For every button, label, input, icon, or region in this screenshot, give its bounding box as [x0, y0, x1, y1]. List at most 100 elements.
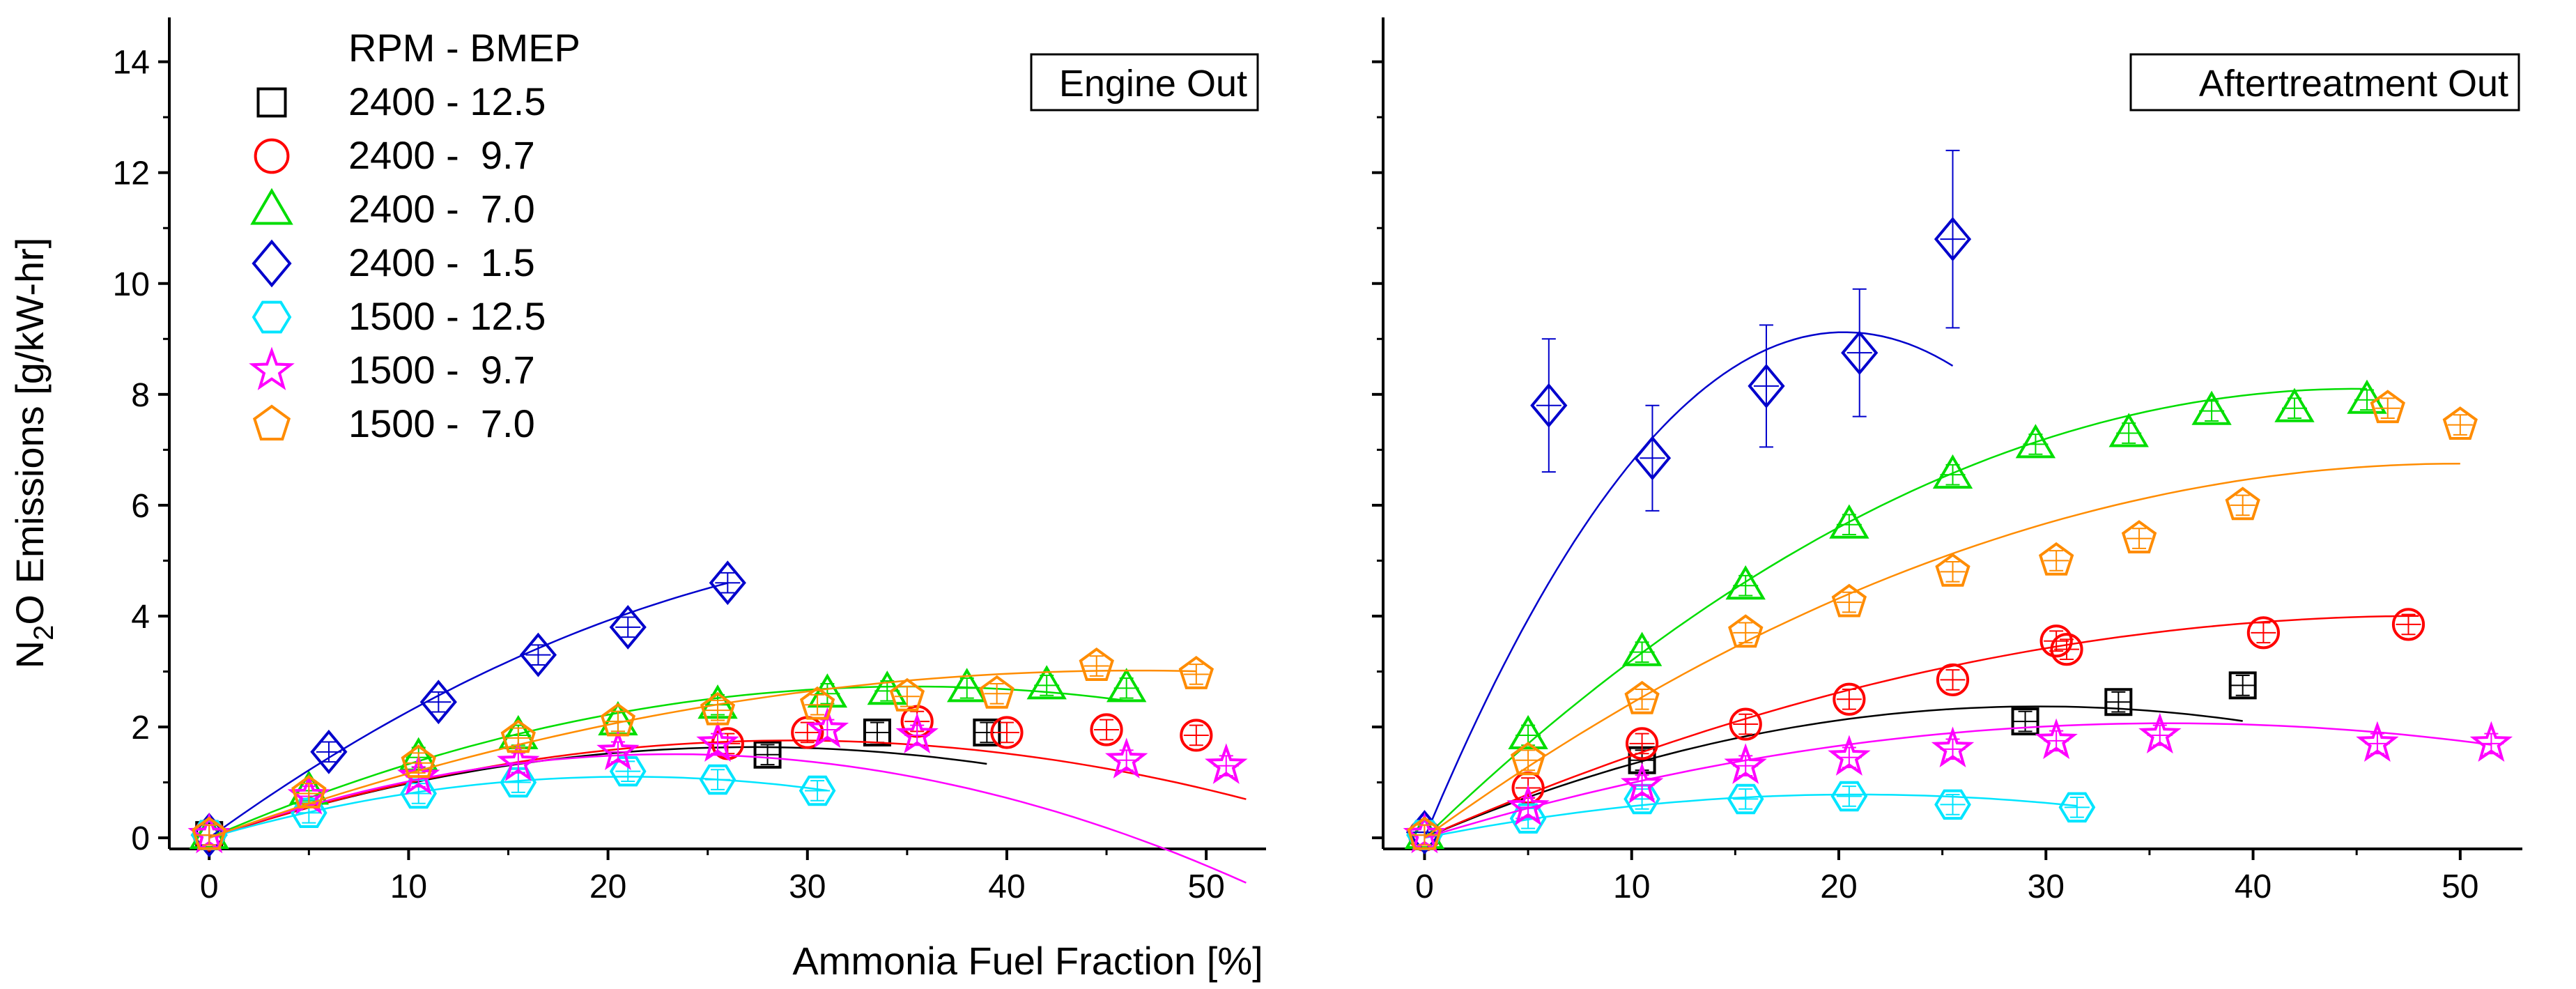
y-tick-label: 2 [131, 710, 150, 746]
series-0 [1424, 671, 2257, 839]
data-point [1090, 713, 1123, 746]
x-tick-label: 30 [2028, 868, 2065, 905]
y-tick-label: 0 [131, 820, 150, 857]
x-tick-label: 20 [1820, 868, 1857, 905]
x-tick-label: 10 [390, 868, 427, 905]
series-4 [1406, 781, 2096, 850]
x-tick-label: 0 [200, 868, 219, 905]
data-point [1727, 783, 1764, 815]
data-point [291, 775, 327, 808]
data-point [2104, 688, 2133, 716]
data-point [609, 604, 647, 650]
x-tick-label: 30 [789, 868, 826, 905]
panel-engine-out: 0 10 20 30 40 50 0 2 4 6 8 10 12 14 Engine Out [113, 17, 1266, 905]
series-2 [1404, 379, 2387, 850]
legend-marker [249, 346, 295, 390]
panel-title-box [1030, 53, 1259, 112]
legend-label: 1500 - 9.7 [348, 348, 535, 392]
data-point [1934, 217, 1972, 262]
data-point [2347, 379, 2387, 414]
data-point [2356, 721, 2399, 762]
panel-title: Aftertreatment Out [2199, 63, 2508, 105]
x-axis-title: Ammonia Fuel Fraction [%] [792, 939, 1263, 983]
legend-label: 2400 - 9.7 [348, 133, 535, 177]
data-point [696, 721, 739, 762]
data-point [979, 675, 1015, 709]
y-tick-label: 6 [131, 488, 150, 525]
data-point [863, 718, 891, 746]
data-point [2038, 542, 2074, 576]
data-point [2138, 712, 2182, 754]
y-tick-label: 14 [113, 45, 150, 82]
legend-marker [252, 300, 292, 334]
x-tick-label: 50 [2442, 868, 2478, 905]
data-point [805, 707, 849, 749]
series-3 [1405, 149, 1972, 855]
y-tick-label: 10 [113, 266, 150, 303]
data-point [753, 740, 782, 769]
fit-line [1424, 705, 2243, 839]
data-point [990, 716, 1024, 749]
data-point [2058, 792, 2096, 823]
data-point [497, 740, 540, 781]
data-point [2246, 616, 2281, 650]
data-point [1936, 663, 1970, 697]
panel-title-box [2129, 53, 2520, 112]
data-point [1624, 680, 1660, 714]
data-point [1180, 719, 1213, 752]
x-tick-label: 0 [1415, 868, 1434, 905]
data-point [1934, 789, 1971, 820]
data-point [947, 668, 987, 703]
data-point [1725, 565, 1766, 600]
data-point [1935, 553, 1970, 587]
fit-line [208, 753, 1247, 884]
data-point [2391, 608, 2425, 641]
legend-label: 2400 - 12.5 [348, 79, 546, 123]
legend-marker [252, 239, 292, 288]
data-point [2039, 624, 2073, 658]
legend-label: 2400 - 7.0 [348, 187, 535, 231]
data-point [1106, 668, 1147, 703]
data-point [1407, 816, 1442, 850]
fit-line [1424, 462, 2460, 839]
data-point [609, 756, 647, 787]
fit-line [1424, 722, 2492, 839]
fit-line [1424, 615, 2419, 839]
legend-marker [252, 404, 291, 440]
data-point [1620, 762, 1664, 804]
data-point [1748, 363, 1785, 408]
data-point [1104, 737, 1148, 779]
data-point [2108, 413, 2149, 447]
data-point [807, 673, 848, 708]
panel-aftertreatment-out: 0 10 20 30 40 50 Aftertreatment Out [1372, 17, 2522, 905]
legend-title: RPM - BMEP [348, 26, 580, 70]
series-4 [190, 756, 836, 850]
x-tick-label: 40 [2235, 868, 2272, 905]
y-axis-title: N2O Emissions [g/kW-hr] [8, 238, 59, 669]
data-point [1728, 614, 1764, 648]
data-point [1841, 330, 1879, 376]
data-point [500, 719, 536, 753]
data-point [1509, 803, 1547, 834]
data-point [1625, 727, 1659, 760]
data-point [419, 680, 457, 725]
legend-label: 2400 - 1.5 [348, 240, 535, 284]
data-point [600, 703, 636, 737]
data-point [1026, 665, 1067, 700]
data-point [1724, 743, 1767, 784]
y-tick-label: 12 [113, 155, 150, 192]
data-point [2370, 390, 2405, 424]
data-point [1508, 714, 1548, 749]
data-point [310, 729, 348, 774]
data-point [396, 754, 440, 795]
data-point [596, 729, 640, 770]
fit-line [1424, 331, 1954, 838]
data-point [1506, 784, 1550, 826]
legend-marker [250, 187, 293, 225]
data-point [2015, 424, 2056, 459]
data-point [2228, 671, 2257, 700]
legend-marker [254, 138, 290, 174]
data-point [1205, 743, 1248, 784]
data-point [2225, 486, 2260, 521]
